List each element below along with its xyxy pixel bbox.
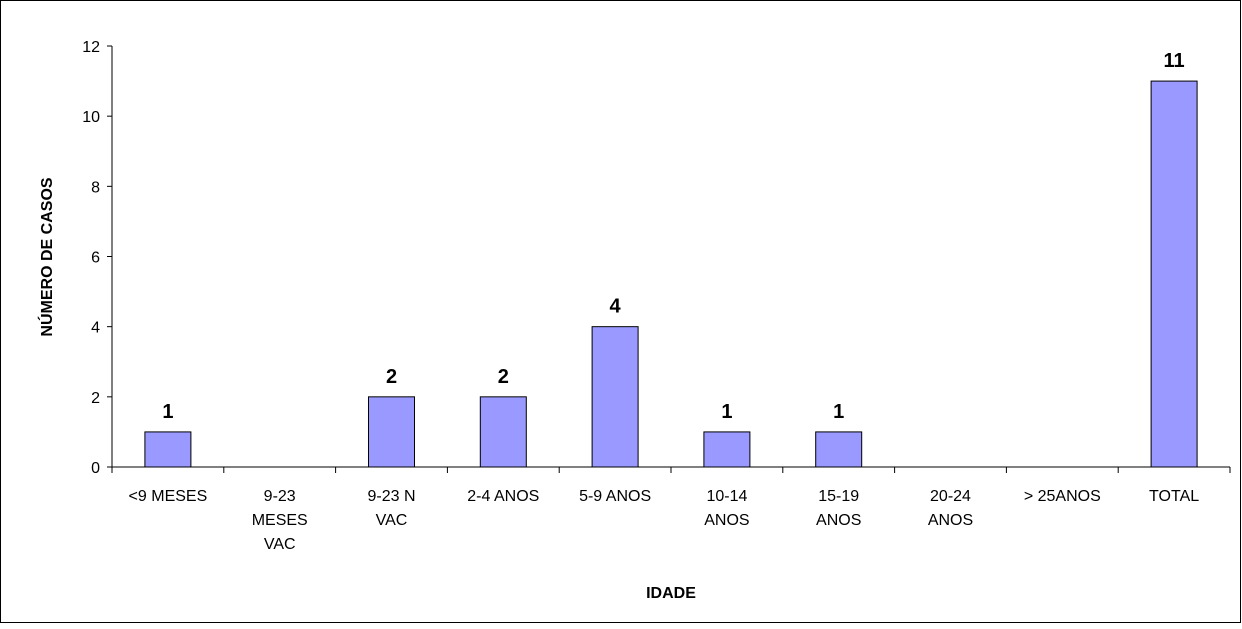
data-label: 2 — [498, 366, 509, 388]
y-axis-title: NÚMERO DE CASOS — [37, 177, 56, 336]
data-label: 1 — [721, 401, 732, 423]
x-tick-label: 9-23 — [264, 488, 296, 505]
y-tick-label: 12 — [82, 39, 100, 56]
data-label: 1 — [162, 401, 173, 423]
x-tick-label: ANOS — [816, 512, 861, 529]
x-tick-label: 2-4 ANOS — [467, 488, 539, 505]
data-label: 1 — [833, 401, 844, 423]
y-tick-label: 6 — [91, 250, 100, 267]
x-tick-label: <9 MESES — [129, 488, 208, 505]
x-tick-label: 5-9 ANOS — [579, 488, 651, 505]
data-label: 11 — [1164, 50, 1185, 72]
x-axis-ticks: <9 MESES 9-23 MESES VAC 9-23 N VAC 2-4 ANOS 5-9… — [111, 467, 1231, 553]
y-tick-label: 4 — [91, 320, 100, 337]
x-tick-label: > 25ANOS — [1024, 488, 1101, 505]
bar — [703, 431, 751, 468]
data-labels: 12 241 111 — [162, 50, 1184, 423]
data-label: 2 — [386, 366, 397, 388]
x-tick-label: 15-19 — [818, 488, 859, 505]
bars — [144, 80, 1198, 468]
x-tick-label: ANOS — [928, 512, 973, 529]
y-axis-ticks: 0 2 4 6 8 10 12 — [82, 39, 112, 477]
x-tick-label: 10-14 — [706, 488, 747, 505]
bar — [144, 431, 192, 468]
bar — [479, 396, 527, 468]
bar — [591, 326, 639, 468]
x-tick-label: 20-24 — [930, 488, 971, 505]
x-tick-label: VAC — [376, 512, 408, 529]
bar — [368, 396, 415, 468]
bar — [815, 431, 863, 468]
x-tick-label: MESES — [252, 512, 308, 529]
y-tick-label: 0 — [91, 460, 100, 477]
data-label: 4 — [610, 296, 622, 318]
x-tick-label: 9-23 N — [367, 488, 415, 505]
bar — [1150, 80, 1198, 468]
y-tick-label: 10 — [82, 109, 100, 126]
y-tick-label: 2 — [91, 390, 100, 407]
x-axis-title: IDADE — [646, 585, 696, 602]
x-tick-label: TOTAL — [1149, 488, 1199, 505]
y-tick-label: 8 — [91, 179, 100, 196]
x-tick-label: ANOS — [704, 512, 749, 529]
x-tick-label: VAC — [264, 536, 296, 553]
